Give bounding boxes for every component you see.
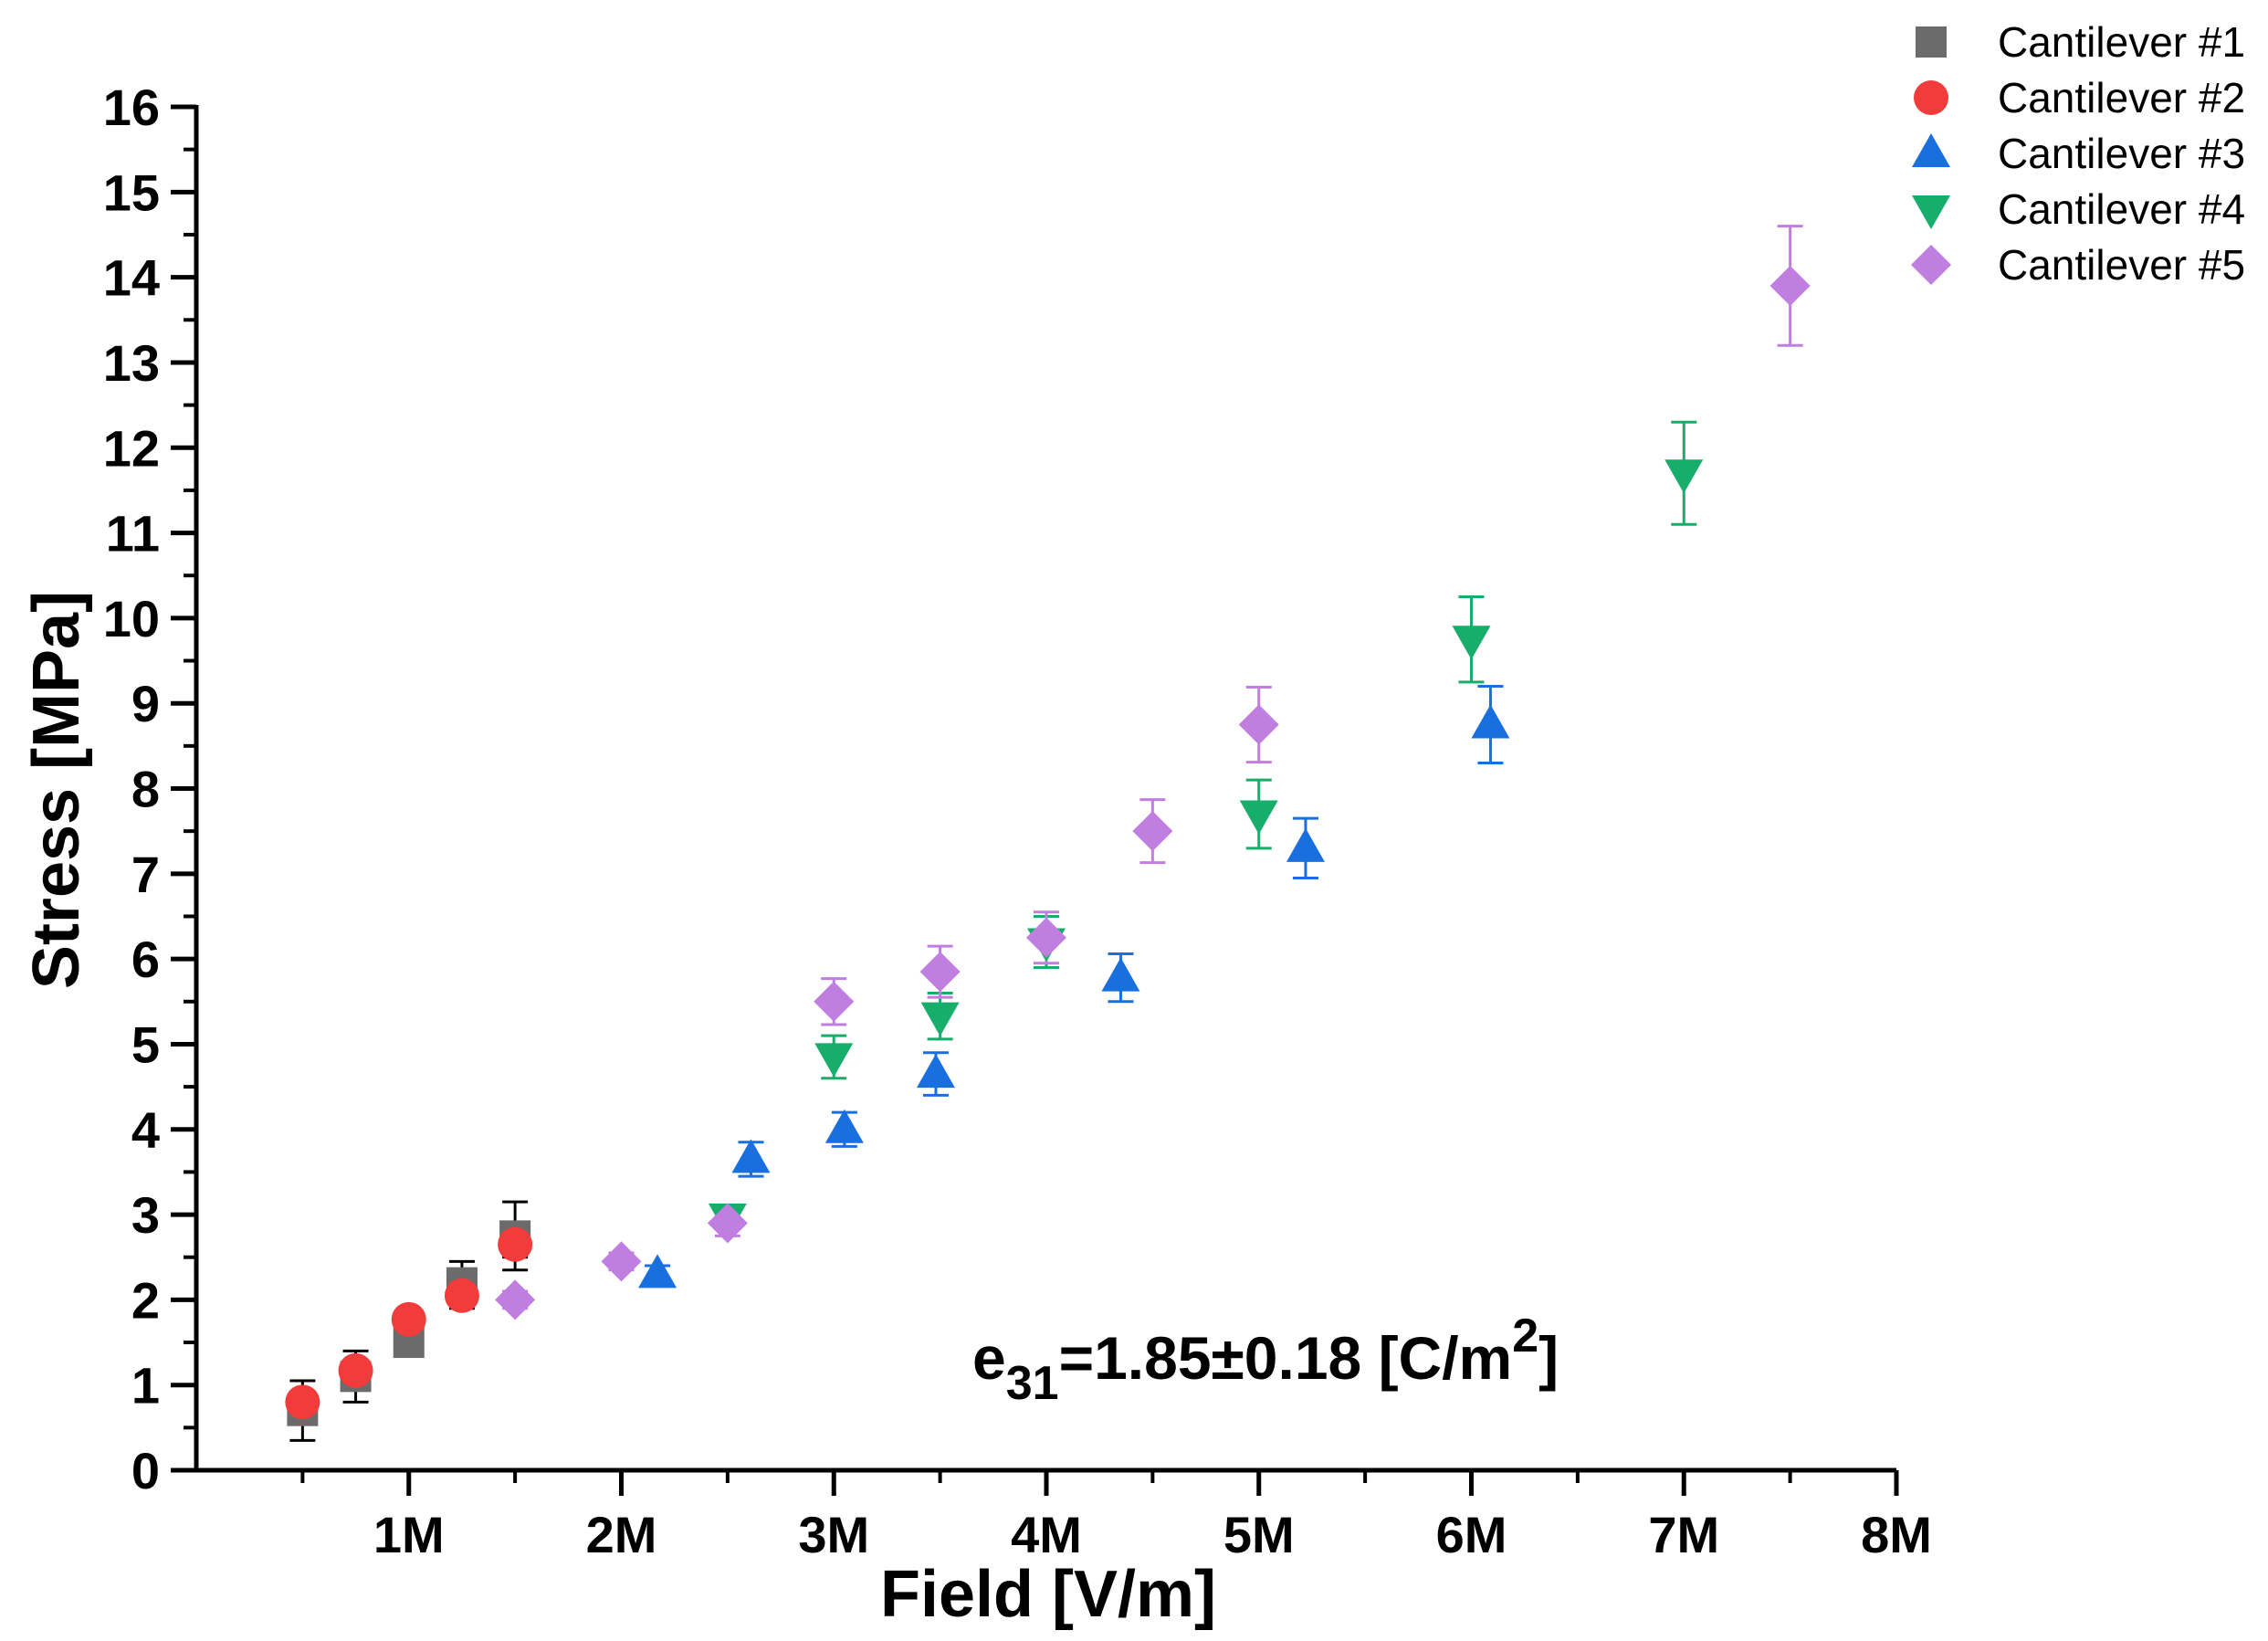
data-point-series-3 — [824, 1109, 864, 1143]
legend-label-1: Cantilever #1 — [1998, 18, 2245, 66]
data-point-series-5 — [495, 1279, 536, 1320]
data-point-series-2 — [338, 1352, 373, 1388]
data-point-series-2 — [391, 1301, 426, 1337]
y-tick-label: 15 — [103, 163, 160, 221]
y-tick-label: 4 — [131, 1101, 160, 1159]
y-tick-label: 12 — [103, 419, 160, 477]
x-tick-label: 1M — [373, 1506, 445, 1563]
data-markers — [285, 265, 1811, 1426]
axes — [194, 105, 1896, 1473]
legend-label-2: Cantilever #2 — [1998, 74, 2245, 121]
y-tick-label: 7 — [131, 846, 160, 903]
x-tick-label: 5M — [1223, 1506, 1295, 1563]
data-point-series-3 — [638, 1254, 677, 1289]
y-tick-label: 9 — [131, 675, 160, 732]
data-point-series-3 — [1471, 704, 1510, 739]
y-tick-label: 13 — [103, 334, 160, 392]
data-point-series-2 — [285, 1384, 320, 1420]
y-tick-label: 11 — [106, 505, 160, 563]
data-point-series-5 — [814, 981, 855, 1022]
e31-annotation: e31=1.85±0.18 [C/m2] — [972, 1310, 1559, 1410]
annotation-prefix: e — [972, 1324, 1006, 1392]
legend: Cantilever #1 Cantilever #2 Cantilever #3 C… — [1911, 18, 2245, 289]
data-point-series-4 — [1664, 459, 1704, 494]
annotation-superscript: 2 — [1512, 1310, 1538, 1362]
data-point-series-5 — [707, 1203, 748, 1244]
legend-label-5: Cantilever #5 — [1998, 241, 2245, 289]
data-point-series-3 — [916, 1054, 955, 1089]
annotation-body: =1.85±0.18 [C/m — [1059, 1324, 1513, 1392]
y-axis-title: Stress [MPa] — [20, 591, 93, 989]
y-tick-label: 14 — [103, 249, 160, 307]
data-point-series-5 — [919, 952, 961, 993]
legend-marker-5 — [1911, 245, 1951, 285]
data-point-series-3 — [731, 1139, 771, 1173]
legend-marker-4 — [1912, 195, 1950, 229]
y-tick-label: 10 — [103, 590, 160, 647]
legend-marker-2 — [1914, 80, 1948, 115]
x-axis-title: Field [V/m] — [880, 1558, 1216, 1631]
x-tick-label: 2M — [586, 1506, 657, 1563]
y-tick-label: 2 — [131, 1271, 160, 1329]
legend-label-3: Cantilever #3 — [1998, 130, 2245, 177]
y-tick-label: 1 — [131, 1357, 160, 1415]
data-point-series-4 — [1239, 800, 1278, 835]
y-tick-label: 3 — [131, 1186, 160, 1244]
data-point-series-5 — [1026, 917, 1066, 958]
legend-label-4: Cantilever #4 — [1998, 185, 2245, 233]
x-tick-label: 6M — [1436, 1506, 1507, 1563]
y-tick-label: 5 — [131, 1015, 160, 1073]
data-point-series-5 — [1769, 265, 1811, 306]
data-point-series-4 — [920, 1002, 960, 1036]
data-point-series-2 — [498, 1226, 533, 1262]
y-tick-label: 8 — [131, 761, 160, 818]
data-point-series-2 — [444, 1278, 479, 1313]
y-tick-label: 16 — [103, 79, 160, 136]
y-tick-label: 6 — [131, 931, 160, 988]
data-point-series-3 — [1286, 827, 1325, 862]
legend-marker-1 — [1916, 26, 1947, 58]
data-point-series-4 — [1452, 626, 1491, 660]
annotation-suffix: ] — [1538, 1324, 1559, 1392]
data-point-series-3 — [1101, 957, 1140, 992]
data-point-series-4 — [814, 1043, 854, 1078]
x-tick-label: 3M — [798, 1506, 869, 1563]
x-tick-label: 4M — [1011, 1506, 1082, 1563]
y-tick-label: 0 — [131, 1442, 160, 1499]
data-point-series-5 — [601, 1241, 642, 1282]
x-tick-label: 8M — [1861, 1506, 1932, 1563]
annotation-subscript: 31 — [1006, 1357, 1059, 1410]
data-point-series-5 — [1238, 704, 1279, 745]
x-tick-label: 7M — [1648, 1506, 1719, 1563]
data-point-series-5 — [1132, 811, 1173, 852]
legend-marker-3 — [1912, 133, 1950, 167]
